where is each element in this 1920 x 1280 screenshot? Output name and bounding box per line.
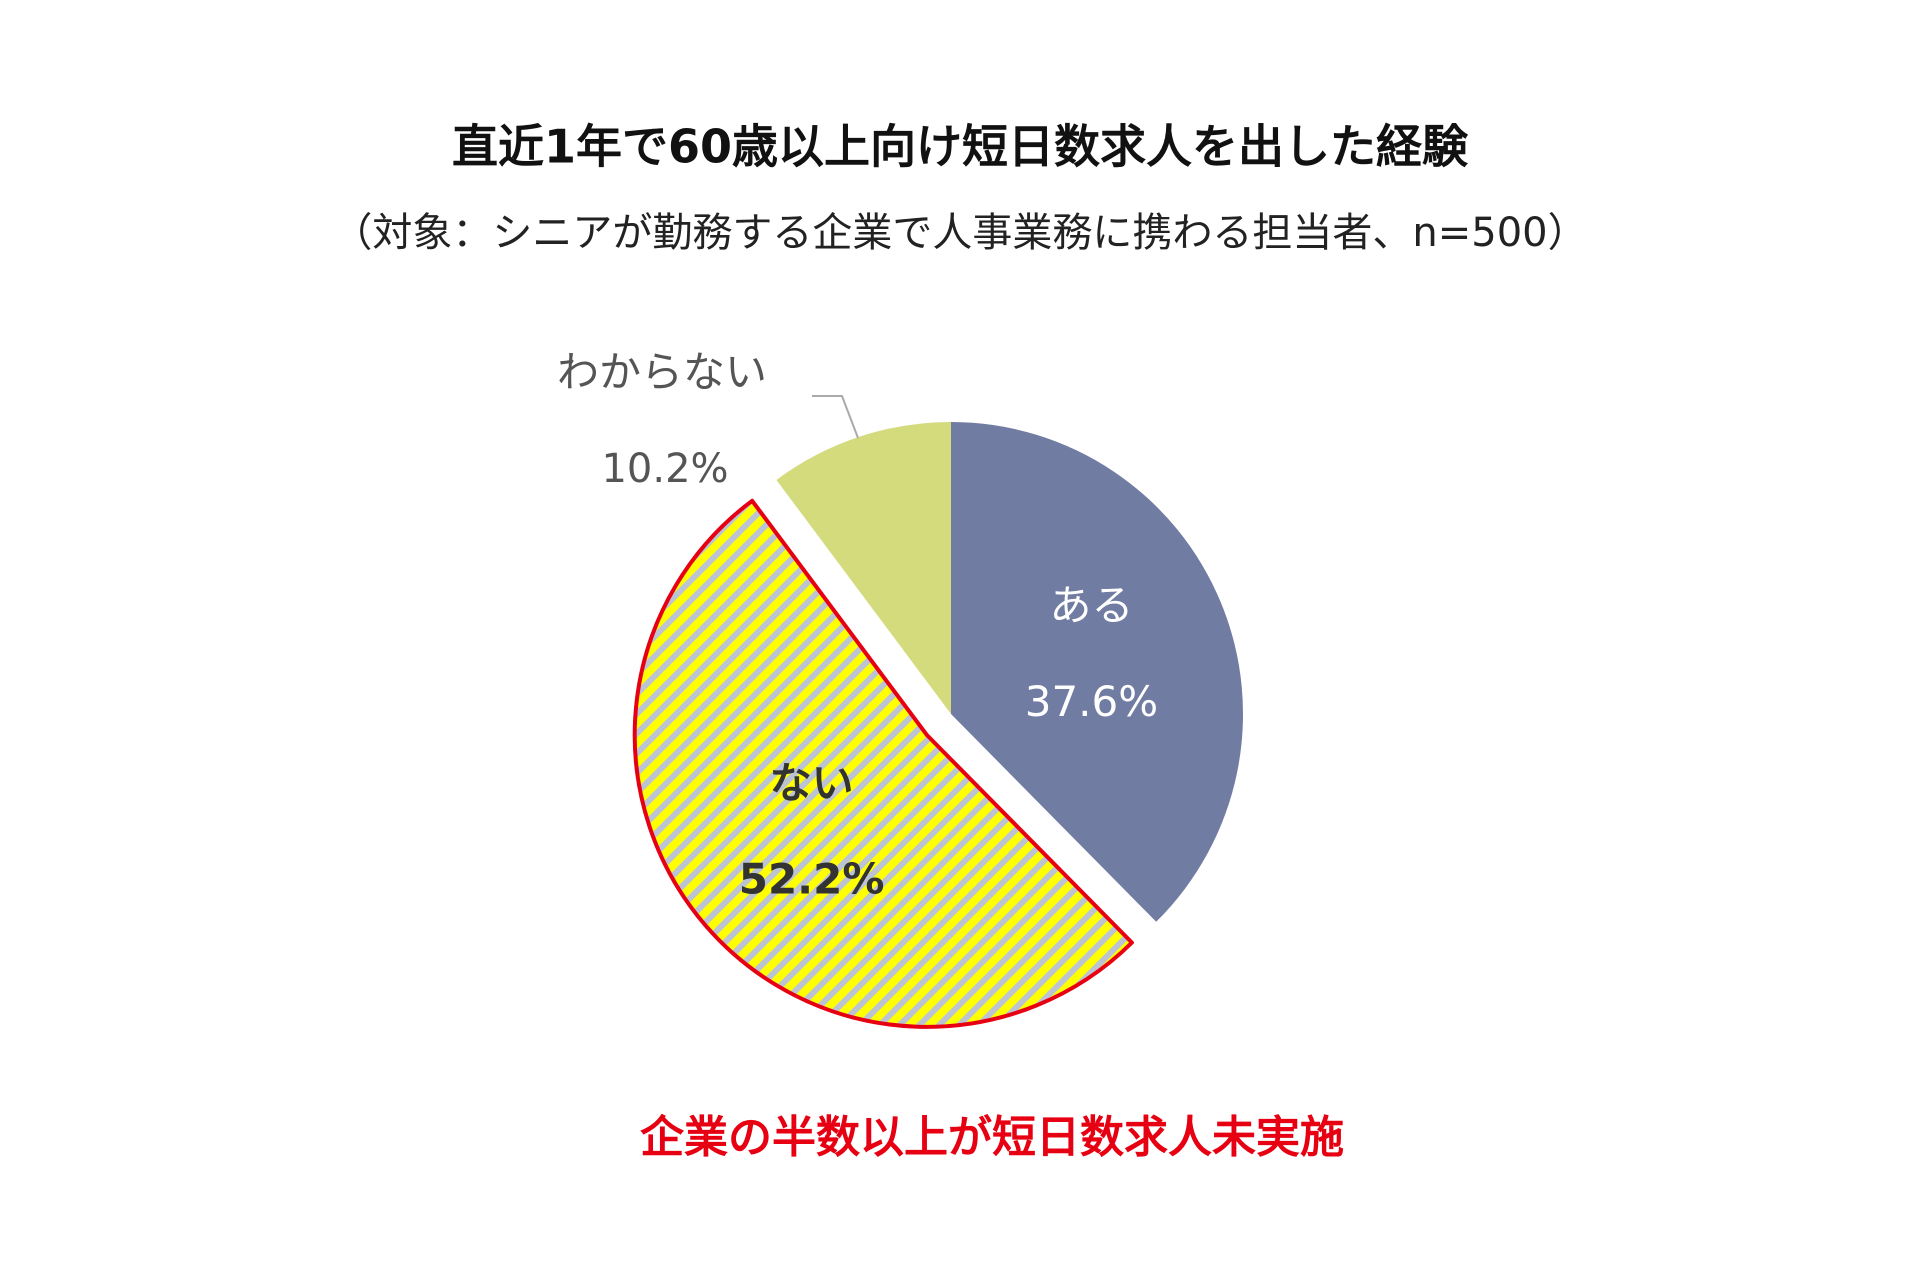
- category-label: ない: [770, 758, 854, 807]
- value-label: 52.2%: [739, 854, 885, 903]
- value-label: 10.2%: [601, 446, 728, 492]
- chart-subtitle: （対象：シニアが勤務する企業で人事業務に携わる担当者、n=500）: [332, 210, 1587, 256]
- leader-line: [812, 395, 859, 439]
- pie-slice: [951, 422, 1243, 922]
- pie-slice: [632, 498, 1134, 1029]
- category-label: わからない: [557, 348, 767, 397]
- value-label: 37.6%: [1025, 677, 1158, 726]
- category-label: ある: [1049, 581, 1133, 630]
- pie-slice: [776, 422, 951, 714]
- pie: ある 37.6% ない 52.2% わからない 10.2%: [557, 348, 1243, 1029]
- chart-title: 直近1年で60歳以上向け短日数求人を出した経験: [452, 120, 1469, 174]
- annotation: 企業の半数以上が短日数求人未実施: [640, 1112, 1344, 1163]
